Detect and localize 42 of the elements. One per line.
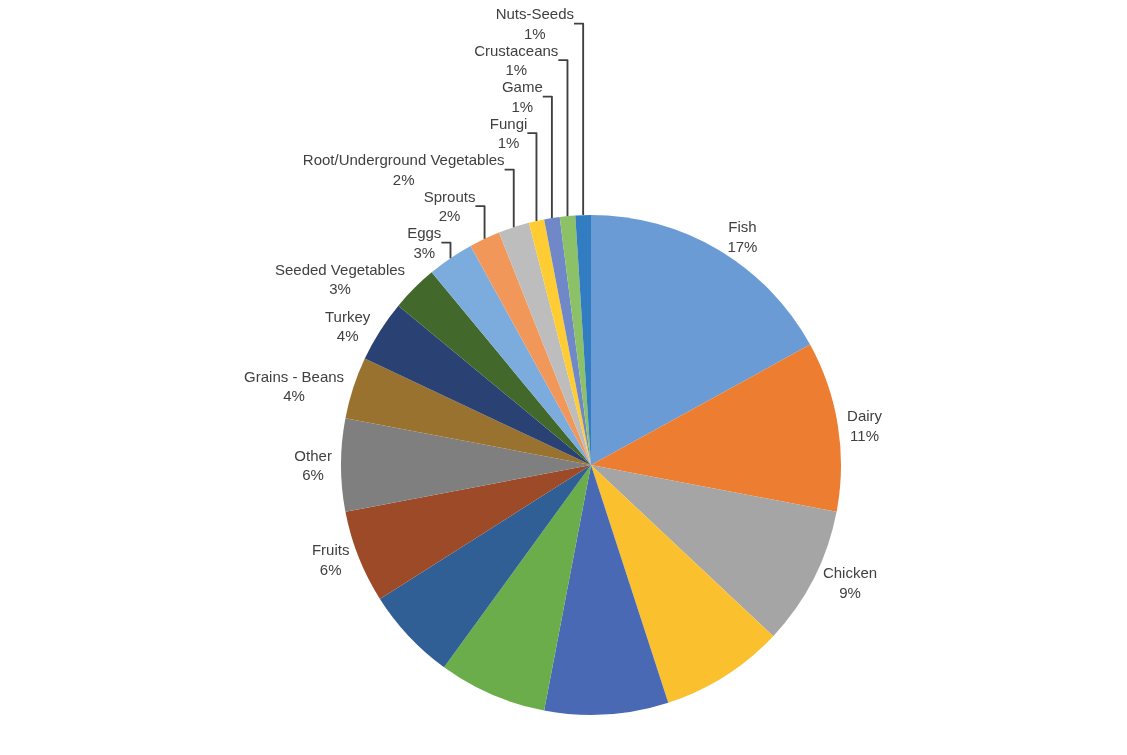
slice-label: Crustaceans [474,41,559,59]
data-label: 11% [850,426,880,444]
slice-label: Eggs [407,224,442,242]
slice-label: Fish [728,218,757,236]
pie-slice [345,358,591,465]
data-label: 1% [523,24,546,42]
data-label: 6% [319,560,342,578]
data-label: 1% [497,134,520,152]
pie-slice [498,222,591,465]
slice-label: Nuts-Seeds [495,5,575,23]
slice-label: Fruits [311,541,350,559]
data-label: 4% [283,387,305,405]
data-label: 1% [511,97,534,115]
pie-slice [379,465,591,668]
pie-slice [591,215,811,465]
data-label: 6% [302,466,324,484]
pie-slice [528,219,591,465]
slice-label: Root/Underground Vegetables [302,151,505,169]
data-label: 2% [392,170,415,188]
slice-label: Chicken [822,564,878,582]
pie-slice [470,232,591,465]
slice-label: Grains - Beans [244,367,345,385]
slice-label: Sprouts [423,187,476,205]
data-label: 3% [329,280,351,298]
pie-slice [341,418,591,512]
data-label: 3% [413,243,436,261]
data-label: 9% [839,583,861,601]
slice-label: Seeded Vegetables [274,260,406,278]
data-label: 4% [336,327,359,345]
data-label: 2% [438,207,461,225]
slice-label: Other [294,446,332,464]
data-label: 17% [727,237,758,255]
slice-label: Turkey [325,307,371,325]
slice-label: Game [501,78,543,96]
pie-slice [444,465,591,711]
pie-slice [591,465,774,703]
pie-slice [591,344,841,512]
pie-slice [544,465,669,715]
pie-slice [544,216,591,465]
slice-label: Dairy [847,407,883,425]
data-label: 1% [505,61,528,79]
slice-label: Fungi [489,114,528,132]
